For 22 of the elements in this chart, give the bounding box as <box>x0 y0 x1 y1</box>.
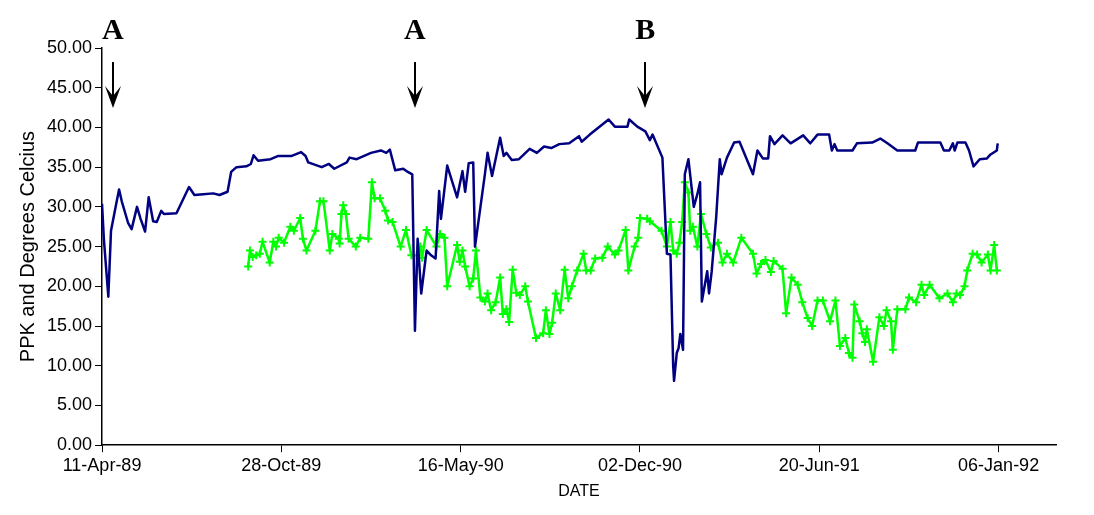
y-tick-label: 15.00 <box>47 315 93 336</box>
x-axis-title: DATE <box>558 481 600 499</box>
ref-line-label: A <box>404 11 427 45</box>
y-tick-label: 10.00 <box>47 354 93 375</box>
y-tick-label: 45.00 <box>47 76 93 97</box>
x-tick-label: 20-Jun-91 <box>778 454 860 475</box>
y-tick-label: 40.00 <box>47 116 93 137</box>
x-tick-label: 06-Jan-92 <box>958 454 1040 475</box>
y-tick-label: 0.00 <box>57 434 93 455</box>
y-axis-title: PPK and Degrees Celcius <box>15 130 38 363</box>
x-tick-label: 28-Oct-89 <box>241 454 322 475</box>
y-tick-label: 35.00 <box>47 156 93 177</box>
x-tick-label: 16-May-90 <box>417 454 504 475</box>
ref-line-label: B <box>635 11 656 45</box>
x-tick-label: 11-Apr-89 <box>62 454 142 475</box>
y-tick-label: 5.00 <box>57 394 93 415</box>
x-tick-label: 02-Dec-90 <box>597 454 683 475</box>
y-tick-label: 50.00 <box>47 36 93 57</box>
y-tick-label: 25.00 <box>47 235 93 256</box>
y-tick-label: 30.00 <box>47 195 93 216</box>
y-tick-label: 20.00 <box>47 275 93 296</box>
ref-line-label: A <box>101 11 124 45</box>
